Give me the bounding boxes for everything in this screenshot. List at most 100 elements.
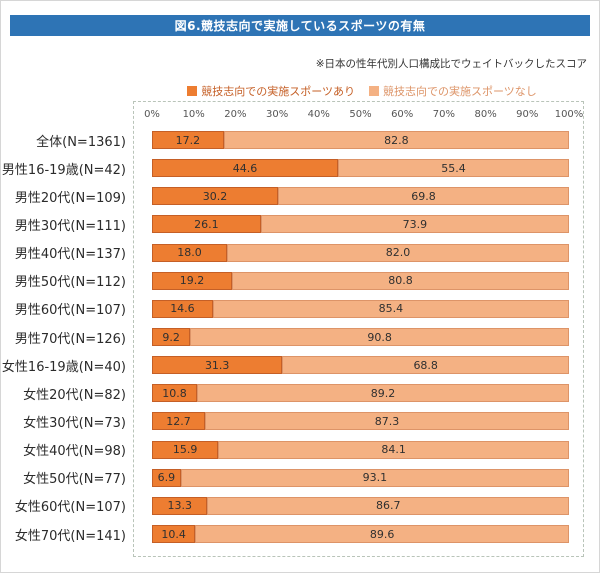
bar-segment-yes: 9.2 [152, 328, 191, 347]
category-label: 女性20代(N=82) [23, 387, 126, 403]
bar-segment-no: 90.8 [190, 328, 569, 347]
stacked-bar: 31.3 68.8 [152, 356, 569, 375]
legend-label-no: 競技志向での実施スポーツなし [383, 85, 537, 98]
stacked-bar: 12.7 87.3 [152, 412, 569, 431]
category-label: 男性70代(N=126) [14, 331, 126, 347]
x-axis-tick: 50% [349, 109, 372, 120]
bar-segment-yes: 19.2 [152, 271, 233, 290]
legend-swatch-no-icon [369, 86, 379, 96]
bar-row: 13.3 86.7 [152, 492, 569, 520]
bar-value-label: 93.1 [362, 471, 388, 485]
bar-value-label: 10.8 [162, 386, 187, 400]
legend-item-yes: 競技志向での実施スポーツあり [187, 83, 355, 99]
bar-value-label: 31.3 [204, 358, 230, 372]
x-axis-tick: 80% [474, 109, 497, 120]
bar-value-label: 10.4 [161, 527, 186, 541]
bar-segment-no: 84.1 [218, 440, 569, 459]
x-axis-tick: 10% [182, 109, 205, 120]
figure-title-bar: 図6.競技志向で実施しているスポーツの有無 [10, 15, 590, 36]
stacked-bar: 17.2 82.8 [152, 131, 569, 150]
bar-segment-yes: 44.6 [152, 159, 338, 178]
category-label: 男性20代(N=109) [14, 190, 126, 206]
bar-segment-yes: 26.1 [152, 215, 261, 234]
bar-value-label: 9.2 [162, 330, 180, 344]
x-axis-tick: 70% [432, 109, 456, 120]
bar-row: 17.2 82.8 [152, 126, 569, 154]
bar-value-label: 14.6 [170, 302, 195, 316]
bar-segment-no: 82.8 [223, 131, 569, 150]
bar-segment-no: 69.8 [277, 187, 569, 206]
bar-row: 10.8 89.2 [152, 379, 569, 407]
bar-row: 44.6 55.4 [152, 154, 569, 182]
bar-row: 31.3 68.8 [152, 351, 569, 379]
stacked-bar: 18.0 82.0 [152, 243, 569, 262]
bar-value-label: 84.1 [381, 443, 406, 457]
bar-value-label: 89.6 [369, 527, 395, 541]
bar-segment-no: 87.3 [204, 412, 569, 431]
category-label: 全体(N=1361) [36, 134, 126, 150]
bar-row: 14.6 85.4 [152, 295, 569, 323]
bar-value-label: 73.9 [402, 217, 428, 231]
category-label: 女性40代(N=98) [23, 444, 126, 460]
bar-row: 10.4 89.6 [152, 520, 569, 548]
weighting-note: ※日本の性年代別人口構成比でウェイトバックしたスコア [315, 58, 587, 70]
bar-value-label: 15.9 [172, 443, 198, 457]
category-label: 男性30代(N=111) [14, 218, 126, 234]
bar-value-label: 6.9 [157, 471, 176, 485]
bar-segment-yes: 18.0 [152, 243, 228, 262]
category-label: 女性70代(N=141) [14, 528, 126, 544]
bar-row: 12.7 87.3 [152, 407, 569, 435]
bar-value-label: 19.2 [179, 274, 205, 288]
bar-segment-yes: 10.4 [152, 525, 196, 544]
category-label: 女性16-19歳(N=40) [1, 359, 126, 375]
bar-segment-no: 73.9 [260, 215, 569, 234]
x-axis-tick: 20% [224, 109, 247, 120]
stacked-bar: 6.9 93.1 [152, 468, 569, 487]
figure-title: 図6.競技志向で実施しているスポーツの有無 [174, 19, 426, 33]
category-label: 男性50代(N=112) [14, 275, 126, 291]
stacked-bar: 15.9 84.1 [152, 440, 569, 459]
stacked-bar: 10.4 89.6 [152, 525, 569, 544]
stacked-bar: 30.2 69.8 [152, 187, 569, 206]
x-axis-tick: 0% [144, 109, 160, 120]
legend-swatch-yes-icon [187, 86, 198, 96]
bar-value-label: 30.2 [202, 189, 228, 203]
bar-value-label: 80.8 [388, 274, 413, 288]
bar-value-label: 55.4 [441, 161, 466, 175]
bar-segment-yes: 31.3 [152, 356, 283, 375]
bar-segment-yes: 15.9 [152, 440, 219, 459]
bar-value-label: 86.7 [375, 499, 401, 513]
bar-value-label: 18.0 [177, 246, 202, 260]
bar-row: 18.0 82.0 [152, 239, 569, 267]
legend-item-no: 競技志向での実施スポーツなし [369, 83, 537, 99]
bar-value-label: 85.4 [378, 302, 404, 316]
bar-row: 9.2 90.8 [152, 323, 569, 351]
x-axis-tick: 100% [554, 109, 584, 120]
bar-segment-yes: 13.3 [152, 496, 208, 515]
bar-value-label: 87.3 [374, 414, 400, 428]
bar-value-label: 90.8 [367, 330, 392, 344]
bar-row: 6.9 93.1 [152, 464, 569, 492]
bar-segment-no: 93.1 [180, 468, 569, 487]
category-label: 男性40代(N=137) [14, 247, 126, 263]
bar-value-label: 68.8 [413, 358, 438, 372]
bar-segment-yes: 6.9 [152, 468, 181, 487]
bar-value-label: 69.8 [411, 189, 436, 203]
stacked-bar: 19.2 80.8 [152, 271, 569, 290]
bar-segment-yes: 12.7 [152, 412, 205, 431]
bar-value-label: 82.0 [385, 246, 411, 260]
bar-segment-no: 85.4 [212, 299, 569, 318]
category-axis: 全体(N=1361) 男性16-19歳(N=42) 男性20代(N=109) 男性30… [1, 126, 129, 548]
bar-value-label: 82.8 [384, 133, 409, 147]
bar-segment-no: 68.8 [282, 356, 569, 375]
bar-row: 30.2 69.8 [152, 182, 569, 210]
category-label: 男性60代(N=107) [14, 303, 126, 319]
bar-value-label: 12.7 [166, 414, 191, 428]
category-label: 女性30代(N=73) [23, 415, 126, 431]
legend-label-yes: 競技志向での実施スポーツあり [201, 85, 355, 98]
bar-value-label: 89.2 [370, 386, 396, 400]
bar-rows: 17.2 82.8 44.6 55.4 30.2 69.8 26.1 73.9 18.0 82.0… [152, 126, 569, 548]
x-axis-tick: 60% [391, 109, 414, 120]
x-axis-tick: 90% [516, 109, 539, 120]
